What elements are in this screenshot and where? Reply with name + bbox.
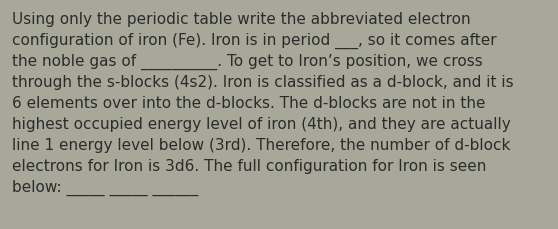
Text: electrons for Iron is 3d6. The full configuration for Iron is seen: electrons for Iron is 3d6. The full conf… <box>12 158 487 173</box>
Text: the noble gas of __________. To get to Iron’s position, we cross: the noble gas of __________. To get to I… <box>12 54 483 70</box>
Text: below: _____ _____ ______: below: _____ _____ ______ <box>12 179 198 195</box>
Text: highest occupied energy level of iron (4th), and they are actually: highest occupied energy level of iron (4… <box>12 117 511 131</box>
Text: 6 elements over into the d-blocks. The d-blocks are not in the: 6 elements over into the d-blocks. The d… <box>12 95 485 111</box>
Text: line 1 energy level below (3rd). Therefore, the number of d-block: line 1 energy level below (3rd). Therefo… <box>12 137 511 152</box>
Text: Using only the periodic table write the abbreviated electron: Using only the periodic table write the … <box>12 12 470 27</box>
Text: configuration of iron (Fe). Iron is in period ___, so it comes after: configuration of iron (Fe). Iron is in p… <box>12 33 497 49</box>
Text: through the s-blocks (4s2). Iron is classified as a d-block, and it is: through the s-blocks (4s2). Iron is clas… <box>12 75 513 90</box>
